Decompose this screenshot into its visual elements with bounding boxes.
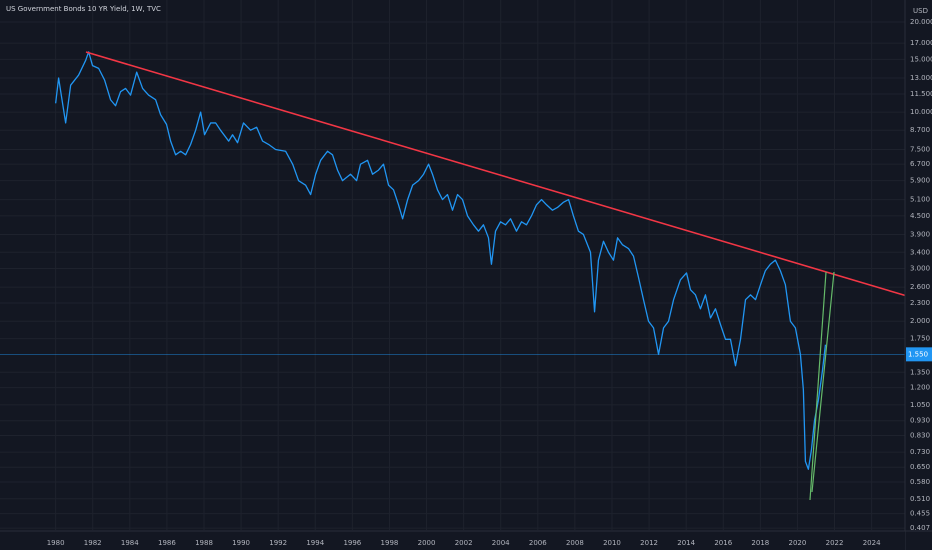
x-axis-panel [0,531,905,550]
y-axis-label: USD [913,7,928,15]
x-tick-label: 1994 [306,539,324,547]
x-tick-label: 1998 [381,539,399,547]
y-tick-label: 11.500 [910,90,932,98]
chart-title: US Government Bonds 10 YR Yield, 1W, TVC [6,5,161,13]
x-tick-label: 1982 [84,539,102,547]
x-tick-label: 1996 [343,539,361,547]
y-tick-label: 5.900 [910,177,930,185]
y-tick-label: 6.700 [910,160,930,168]
y-tick-label: 1.750 [910,335,930,343]
axes: 20.000 17.000 15.000 13.000 11.500 10.000 8.70… [47,18,932,547]
y-tick-label: 0.930 [910,417,930,425]
series-line [54,51,827,470]
y-tick-label: 0.580 [910,478,930,486]
y-tick-label: 10.000 [910,108,932,116]
y-tick-label: 2.000 [910,317,930,325]
trend-line [85,51,908,297]
y-tick-label: 0.510 [910,495,930,503]
x-tick-label: 2000 [418,539,436,547]
y-tick-label: 20.000 [910,18,932,26]
x-tick-label: 2012 [640,539,658,547]
current-value-label: 1.550 [908,350,928,358]
x-tick-label: 1990 [232,539,250,547]
trend-line [809,271,827,501]
y-tick-label: 2.300 [910,299,930,307]
y-tick-label: 2.600 [910,283,930,291]
x-tick-label: 2018 [751,539,769,547]
x-tick-label: 2004 [492,539,510,547]
y-tick-label: 0.650 [910,463,930,471]
x-tick-label: 2014 [677,539,695,547]
y-tick-label: 3.400 [910,248,930,256]
grid [0,0,905,530]
y-tick-label: 13.000 [910,74,932,82]
y-axis-panel [905,0,932,550]
trend-line [811,271,835,493]
x-tick-label: 1988 [195,539,213,547]
y-tick-label: 1.050 [910,401,930,409]
x-tick-label: 2022 [826,539,844,547]
y-tick-label: 7.500 [910,145,930,153]
x-tick-label: 2010 [603,539,621,547]
x-tick-label: 2002 [455,539,473,547]
x-tick-label: 2008 [566,539,584,547]
y-tick-label: 1.200 [910,384,930,392]
y-tick-label: 5.100 [910,196,930,204]
y-tick-label: 3.000 [910,265,930,273]
x-tick-label: 1980 [47,539,65,547]
x-tick-label: 2020 [789,539,807,547]
x-tick-label: 1984 [121,539,139,547]
y-tick-label: 1.350 [910,368,930,376]
y-tick-label: 0.407 [910,524,930,532]
x-tick-label: 2016 [714,539,732,547]
plot [0,51,905,470]
y-tick-label: 0.455 [910,510,930,518]
y-tick-label: 8.700 [910,126,930,134]
x-tick-label: 1986 [158,539,176,547]
x-tick-label: 2024 [863,539,881,547]
y-tick-label: 15.000 [910,55,932,63]
x-tick-label: 1992 [269,539,287,547]
y-tick-label: 17.000 [910,39,932,47]
y-tick-label: 0.730 [910,448,930,456]
y-tick-label: 0.830 [910,431,930,439]
y-tick-label: 4.500 [910,212,930,220]
x-tick-label: 2006 [529,539,547,547]
y-tick-label: 3.900 [910,230,930,238]
current-value-box [906,347,932,362]
